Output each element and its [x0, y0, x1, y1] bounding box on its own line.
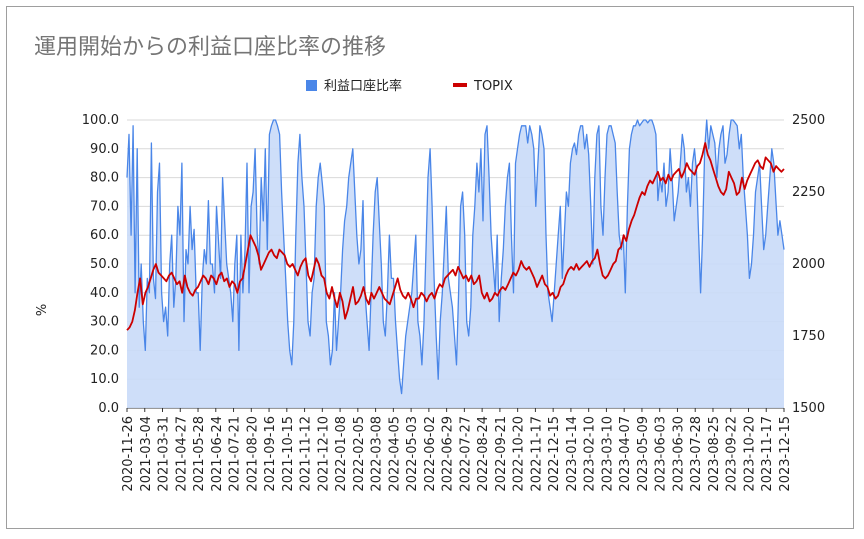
x-tick-label: 2023-04-07: [618, 416, 633, 492]
x-tick-label: 2022-06-02: [423, 416, 438, 492]
y-tick-label: 70.0: [90, 199, 119, 214]
topix-line-layer: [126, 142, 785, 331]
y-tick-label: 80.0: [90, 171, 119, 186]
x-tick-label: 2021-12-10: [316, 416, 331, 492]
x-tick-label: 2022-11-17: [529, 416, 544, 492]
y-tick-label: 0.0: [98, 401, 119, 416]
x-tick-label: 2021-11-12: [299, 416, 314, 492]
y-tick-label: 50.0: [90, 257, 119, 272]
y-axis-left: 0.0 10.0 20.0 30.0 40.0 50.0 60.0 70.0 80.0 90.0 1…: [82, 113, 119, 416]
x-tick-label: 2023-08-25: [707, 416, 722, 492]
y-axis-title: %: [35, 304, 50, 316]
y2-tick-label: 2000: [792, 257, 825, 272]
y-axis-right: 1500 1750 2000 2250 2500: [792, 113, 825, 416]
chart-title: 運用開始からの利益口座比率の推移: [34, 35, 386, 60]
profit-ratio-line: [126, 119, 785, 395]
y-tick-label: 60.0: [90, 228, 119, 243]
x-tick-label: 2022-09-21: [494, 416, 509, 492]
x-tick-label: 2023-02-10: [583, 416, 598, 492]
x-axis: 2020-11-26 2021-03-04 2021-03-31 2021-04-27…: [121, 408, 793, 492]
x-tick-label: 2022-03-08: [370, 416, 385, 492]
x-tick-label: 2022-06-29: [441, 416, 456, 492]
x-tick-label: 2022-02-05: [352, 416, 367, 492]
profit-ratio-area-layer: [126, 119, 785, 408]
y-tick-label: 40.0: [90, 286, 119, 301]
y-tick-label: 30.0: [90, 315, 119, 330]
x-tick-label: 2021-03-04: [139, 416, 154, 492]
x-tick-label: 2021-03-31: [157, 416, 172, 492]
x-tick-label: 2023-11-17: [760, 416, 775, 492]
topix-line: [126, 142, 785, 331]
y-tick-label: 100.0: [82, 113, 119, 128]
x-tick-label: 2022-07-27: [458, 416, 473, 492]
legend-label-profit-ratio: 利益口座比率: [324, 78, 402, 94]
x-tick-label: 2023-06-03: [654, 416, 669, 492]
x-tick-label: 2023-01-14: [565, 416, 580, 492]
x-tick-label: 2022-04-05: [387, 416, 402, 492]
x-tick-label: 2021-08-20: [245, 416, 260, 492]
x-tick-label: 2022-05-03: [405, 416, 420, 492]
x-tick-label: 2022-10-20: [512, 416, 527, 492]
y-tick-label: 10.0: [90, 372, 119, 387]
legend: 利益口座比率 TOPIX: [306, 78, 513, 94]
x-tick-label: 2021-09-16: [263, 416, 278, 492]
legend-swatch-topix: [453, 83, 467, 87]
x-tick-label: 2021-10-15: [281, 416, 296, 492]
y2-tick-label: 1750: [792, 329, 825, 344]
x-tick-label: 2020-11-26: [121, 416, 136, 492]
x-tick-label: 2023-09-22: [725, 416, 740, 492]
x-tick-label: 2022-08-24: [476, 416, 491, 492]
y-tick-label: 20.0: [90, 343, 119, 358]
x-tick-label: 2023-06-30: [671, 416, 686, 492]
y2-tick-label: 2500: [792, 113, 825, 128]
x-tick-label: 2023-03-10: [600, 416, 615, 492]
profit-ratio-area: [127, 120, 784, 408]
x-tick-label: 2023-05-09: [636, 416, 651, 492]
x-tick-label: 2023-07-28: [689, 416, 704, 492]
y2-tick-label: 1500: [792, 401, 825, 416]
x-tick-label: 2021-06-24: [210, 416, 225, 492]
x-tick-label: 2021-04-27: [174, 416, 189, 492]
x-tick-label: 2021-07-21: [228, 416, 243, 492]
x-tick-label: 2023-10-20: [742, 416, 757, 492]
legend-label-topix: TOPIX: [473, 79, 513, 94]
x-tick-label: 2021-05-28: [192, 416, 207, 492]
x-tick-label: 2023-12-15: [778, 416, 793, 492]
x-tick-label: 2022-12-15: [547, 416, 562, 492]
y-tick-label: 90.0: [90, 142, 119, 157]
legend-swatch-profit-ratio: [306, 80, 317, 91]
x-tick-label: 2022-01-08: [334, 416, 349, 492]
y2-tick-label: 2250: [792, 185, 825, 200]
